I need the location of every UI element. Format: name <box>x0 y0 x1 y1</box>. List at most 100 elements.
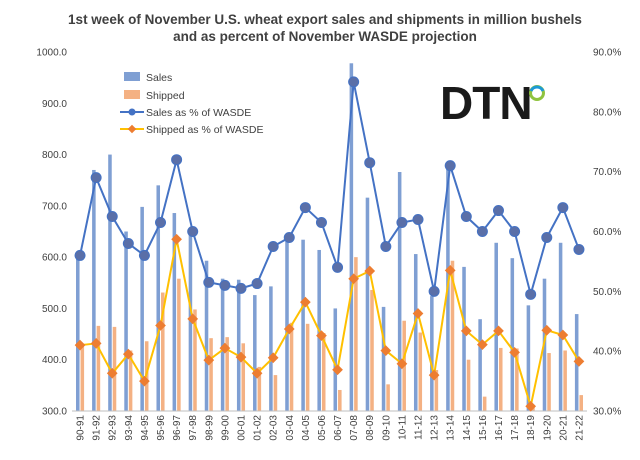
x-tick-label: 93-94 <box>124 415 135 441</box>
shipped-bar <box>450 260 455 411</box>
sales-bar <box>526 305 531 411</box>
x-tick-label: 13-14 <box>446 415 457 441</box>
shipped-bar <box>80 344 85 411</box>
sales-bar <box>381 306 386 411</box>
left-tick-label: 600.0 <box>42 253 67 264</box>
sales-pct-point <box>396 217 408 229</box>
sales-pct-point <box>219 279 231 291</box>
x-tick-label: 04-05 <box>301 415 312 441</box>
sales-bar <box>413 254 418 411</box>
left-y-axis: 300.0 400.0 500.0 600.0 700.0 800.0 900.0 1000.… <box>36 48 67 418</box>
sales-bar <box>172 213 177 411</box>
x-tick-label: 02-03 <box>269 415 280 441</box>
chart-title-line1: 1st week of November U.S. wheat export s… <box>68 12 582 27</box>
sales-bar <box>253 295 257 411</box>
sales-pct-point <box>283 231 295 243</box>
legend-swatch-shipped <box>124 90 140 99</box>
sales-bar <box>108 154 112 412</box>
legend-marker-sales-pct <box>128 108 136 116</box>
sales-pct-point <box>573 243 585 255</box>
sales-pct-point <box>90 172 102 184</box>
sales-bar <box>349 63 354 411</box>
shipped-pct-point <box>203 354 215 366</box>
shipped-pct-point <box>557 329 569 341</box>
shipped-pct-point <box>187 313 199 325</box>
left-tick-label: 400.0 <box>42 355 67 366</box>
right-tick-label: 50.0% <box>593 287 621 298</box>
shipped-bar <box>547 353 551 411</box>
x-tick-label: 16-17 <box>494 415 505 441</box>
x-tick-label: 95-96 <box>156 415 167 441</box>
x-tick-label: 97-98 <box>188 415 199 441</box>
x-tick-label: 14-15 <box>462 415 473 441</box>
right-y-axis: 30.0% 40.0% 50.0% 60.0% 70.0% 80.0% 90.0% <box>593 48 621 418</box>
x-tick-label: 07-08 <box>349 415 360 441</box>
x-tick-label: 10-11 <box>397 415 408 440</box>
shipped-pct-point <box>380 345 392 356</box>
sales-bar <box>220 278 225 411</box>
sales-bar <box>124 231 128 411</box>
shipped-bar <box>482 396 487 411</box>
shipped-bar <box>338 389 342 411</box>
sales-pct-point <box>315 217 327 229</box>
x-axis-labels: 90-91 91-92 92-93 93-94 94-95 95-96 96-97 97-98… <box>76 415 586 441</box>
sales-pct-point <box>541 231 553 243</box>
shipped-bar <box>193 309 197 411</box>
shipped-pct-point <box>299 296 311 308</box>
left-tick-label: 800.0 <box>42 150 67 161</box>
shipped-bar <box>386 384 390 411</box>
shipped-pct-point <box>251 367 263 379</box>
sales-pct-point <box>460 211 472 223</box>
shipped-bar <box>418 332 423 411</box>
left-tick-label: 700.0 <box>42 201 67 212</box>
sales-bar <box>204 260 209 411</box>
sales-bar <box>76 258 80 411</box>
shipped-pct-line <box>74 233 585 412</box>
sales-pct-point <box>428 285 440 297</box>
shipped-bar <box>177 278 181 411</box>
shipped-pct-point <box>155 320 166 331</box>
sales-bar <box>285 240 289 411</box>
shipped-bar <box>241 343 246 411</box>
left-tick-label: 900.0 <box>42 99 67 110</box>
shipped-bar <box>466 359 471 411</box>
x-tick-label: 11-12 <box>414 415 425 440</box>
legend-marker-shipped-pct <box>127 124 137 134</box>
sales-bar <box>140 206 144 411</box>
sales-pct-point <box>380 240 392 252</box>
sales-pct-point <box>251 278 263 290</box>
shipped-pct-point <box>364 265 376 277</box>
right-tick-label: 70.0% <box>593 167 621 178</box>
shipped-bar <box>370 289 374 411</box>
dtn-logo-text: DTN <box>440 77 532 129</box>
shipped-pct-point <box>396 358 408 370</box>
shipped-bar <box>96 325 101 411</box>
sales-pct-point <box>187 226 199 237</box>
sales-pct-point <box>122 237 134 249</box>
sales-bar <box>430 296 434 411</box>
sales-bar <box>333 308 338 411</box>
sales-pct-point <box>299 202 311 214</box>
shipped-bar <box>161 292 165 411</box>
shipped-bar <box>289 322 294 411</box>
sales-pct-line <box>74 76 585 300</box>
chart-title-line2: and as percent of November WASDE project… <box>173 29 477 44</box>
shipped-pct-point <box>316 330 327 341</box>
shipped-pct-point <box>493 325 504 337</box>
sales-pct-point <box>492 205 504 217</box>
right-tick-label: 40.0% <box>593 347 621 358</box>
x-tick-label: 17-18 <box>510 415 521 441</box>
x-tick-label: 90-91 <box>76 415 87 441</box>
x-tick-label: 08-09 <box>365 415 376 441</box>
left-tick-label: 500.0 <box>42 304 67 315</box>
sales-pct-point <box>138 249 150 261</box>
x-tick-label: 15-16 <box>478 415 489 441</box>
shipped-bar <box>515 348 519 411</box>
sales-pct-point <box>364 157 376 169</box>
shipped-bar <box>354 257 358 411</box>
legend-label-sales-pct: Sales as % of WASDE <box>146 107 251 119</box>
shipped-bar <box>112 326 117 411</box>
x-tick-label: 99-00 <box>220 415 231 441</box>
sales-pct-point <box>106 211 118 223</box>
